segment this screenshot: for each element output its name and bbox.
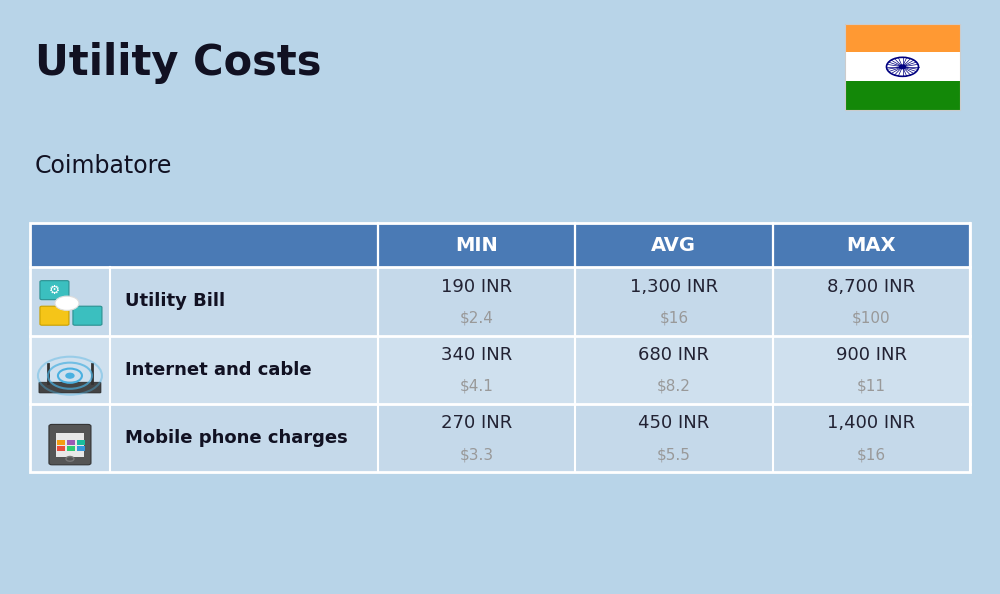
FancyBboxPatch shape [40,280,69,299]
Text: 450 INR: 450 INR [638,414,710,432]
Text: 190 INR: 190 INR [441,277,512,296]
Bar [30,223,970,267]
Bar [77,441,85,446]
Bar [845,81,960,110]
Text: 340 INR: 340 INR [441,346,512,364]
Text: MIN: MIN [455,236,498,254]
Text: Utility Costs: Utility Costs [35,42,322,84]
Text: MAX: MAX [847,236,896,254]
FancyBboxPatch shape [56,434,84,457]
Circle shape [900,65,906,69]
Text: Mobile phone charges: Mobile phone charges [125,429,348,447]
FancyBboxPatch shape [39,383,101,393]
Text: 1,400 INR: 1,400 INR [827,414,915,432]
Text: Utility Bill: Utility Bill [125,292,225,311]
Text: AVG: AVG [651,236,696,254]
Circle shape [66,373,74,378]
Bar [30,267,970,336]
Text: $8.2: $8.2 [657,379,691,394]
Bar [57,447,65,451]
Bar [77,447,85,451]
Text: $11: $11 [857,379,886,394]
Text: $3.3: $3.3 [459,447,494,462]
Bar [30,404,970,472]
Text: Coimbatore: Coimbatore [35,154,172,178]
Bar [67,441,75,446]
Text: 8,700 INR: 8,700 INR [827,277,915,296]
Bar [30,223,970,472]
Text: 1,300 INR: 1,300 INR [630,277,718,296]
Circle shape [55,296,79,310]
Text: 270 INR: 270 INR [441,414,512,432]
Text: $100: $100 [852,311,891,326]
Text: 900 INR: 900 INR [836,346,907,364]
Text: $5.5: $5.5 [657,447,691,462]
Bar [67,447,75,451]
Text: $16: $16 [659,311,688,326]
FancyBboxPatch shape [73,307,102,326]
Bar [57,441,65,446]
FancyBboxPatch shape [40,307,69,326]
Text: 680 INR: 680 INR [638,346,709,364]
Text: $4.1: $4.1 [460,379,493,394]
Bar [845,24,960,52]
Text: ⚙: ⚙ [49,284,61,296]
Bar [30,336,970,404]
FancyBboxPatch shape [49,424,91,465]
Text: $2.4: $2.4 [460,311,493,326]
Bar [845,24,960,110]
Text: $16: $16 [857,447,886,462]
Bar [845,52,960,81]
Text: Internet and cable: Internet and cable [125,361,312,379]
